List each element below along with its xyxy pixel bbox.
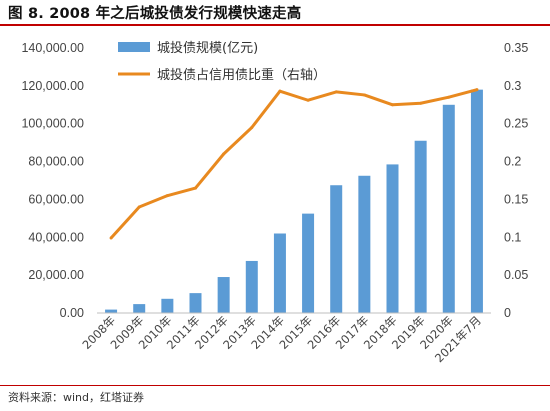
- source-note: 资料来源：wind，红塔证券: [8, 391, 145, 404]
- bar-line-chart: 0.00 20,000.00 40,000.00 60,000.00 80,000.00…: [21, 40, 528, 365]
- ratio-line: [109, 88, 478, 240]
- legend: 城投债规模(亿元) 城投债占信用债比重（右轴）: [118, 40, 326, 83]
- bar: [133, 304, 146, 313]
- line-point: [362, 93, 366, 97]
- x-axis-ticks: 2008年2009年2010年2011年2012年2013年2014年2015年…: [79, 313, 484, 365]
- left-axis-tick-label: 0.00: [60, 306, 84, 320]
- bar: [161, 298, 174, 313]
- line-point: [250, 126, 254, 129]
- right-axis-tick-label: 0.2: [504, 155, 521, 169]
- left-axis-ticks: 0.00 20,000.00 40,000.00 60,000.00 80,000.00…: [21, 41, 84, 320]
- left-axis-tick-label: 80,000.00: [28, 155, 84, 169]
- bar: [217, 277, 230, 313]
- line-point: [194, 186, 197, 190]
- right-axis-tick-label: 0.15: [504, 192, 528, 206]
- right-axis-tick-label: 0.25: [504, 117, 528, 131]
- right-axis-ticks: 0 0.05 0.1 0.15 0.2 0.25 0.3 0.35: [504, 41, 528, 320]
- line-point: [334, 90, 338, 94]
- line-point: [306, 98, 310, 102]
- figure-title: 图 8. 2008 年之后城投债发行规模快速走高: [8, 6, 302, 22]
- line-point: [222, 152, 226, 156]
- left-axis-tick-label: 40,000.00: [28, 230, 84, 244]
- left-axis-tick-label: 100,000.00: [21, 117, 84, 131]
- line-point: [447, 95, 451, 99]
- source-rule: [0, 385, 550, 386]
- left-axis-tick-label: 20,000.00: [28, 268, 84, 282]
- bar: [386, 164, 399, 313]
- right-axis-tick-label: 0: [504, 306, 511, 320]
- bar: [330, 185, 343, 313]
- bar: [470, 89, 483, 314]
- left-axis-tick-label: 60,000.00: [28, 192, 84, 206]
- right-axis-tick-label: 0.35: [504, 41, 528, 55]
- line-point: [278, 89, 282, 93]
- legend-swatch-bar: [118, 42, 150, 52]
- line-point: [109, 236, 113, 240]
- right-axis-tick-label: 0.05: [504, 268, 528, 282]
- bar: [273, 233, 286, 313]
- bar-series: [105, 89, 483, 314]
- line-point: [165, 194, 169, 198]
- bar: [302, 213, 315, 313]
- bar: [189, 293, 202, 313]
- left-axis-tick-label: 120,000.00: [21, 79, 84, 93]
- left-axis-tick-label: 140,000.00: [21, 41, 84, 55]
- bar: [414, 140, 427, 313]
- bar: [105, 309, 118, 313]
- line-point: [137, 205, 141, 209]
- right-axis-tick-label: 0.3: [504, 79, 521, 93]
- line-series: [109, 88, 479, 240]
- title-rule: [0, 24, 550, 26]
- bar: [245, 260, 258, 313]
- line-point: [419, 101, 423, 105]
- line-point: [475, 88, 479, 92]
- line-point: [391, 103, 394, 107]
- legend-label-bar: 城投债规模(亿元): [157, 40, 258, 56]
- bar: [358, 175, 371, 313]
- right-axis-tick-label: 0.1: [504, 230, 521, 244]
- bar: [442, 104, 455, 314]
- legend-label-line: 城投债占信用债比重（右轴）: [157, 67, 326, 83]
